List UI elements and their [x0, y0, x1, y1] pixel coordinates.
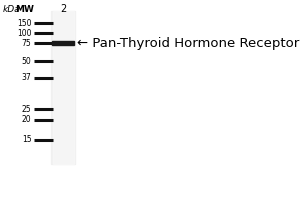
Text: 20: 20 — [22, 116, 32, 124]
Bar — [52, 41, 74, 45]
Text: 37: 37 — [22, 73, 32, 82]
Text: kDa: kDa — [2, 4, 20, 14]
Text: 100: 100 — [17, 28, 32, 38]
Text: ← Pan-Thyroid Hormone Receptor: ← Pan-Thyroid Hormone Receptor — [77, 36, 299, 49]
Bar — [52, 11, 74, 164]
Text: 2: 2 — [60, 4, 66, 14]
Text: 15: 15 — [22, 136, 32, 144]
Text: 75: 75 — [22, 38, 32, 47]
Text: MW: MW — [15, 4, 34, 14]
Text: 50: 50 — [22, 56, 32, 66]
Text: 25: 25 — [22, 105, 32, 114]
Text: 150: 150 — [17, 19, 32, 27]
Bar — [51, 11, 75, 164]
